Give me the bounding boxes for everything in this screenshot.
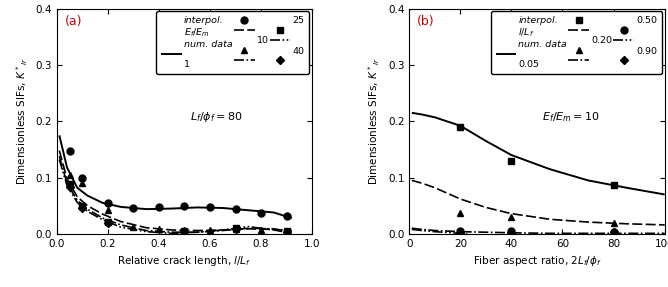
Text: $L_f / \phi_f = 80$: $L_f / \phi_f = 80$ (190, 110, 242, 124)
Legend: interpol., $l/L_f$, num. data, , 0.05, , , 0.20, , , 0.50, , , 0.90, : interpol., $l/L_f$, num. data, , 0.05, ,… (491, 11, 662, 74)
Legend: interpol., $E_f/E_m$, num. data, , 1, , , 10, , , 25, , , 40, : interpol., $E_f/E_m$, num. data, , 1, , … (156, 11, 309, 74)
Text: $E_f / E_m = 10$: $E_f / E_m = 10$ (542, 110, 600, 124)
Y-axis label: Dimensionless SIFs, $K^*$$_{Ir}$: Dimensionless SIFs, $K^*$$_{Ir}$ (367, 57, 382, 185)
Text: (a): (a) (64, 15, 82, 28)
Y-axis label: Dimensionless SIFs, $K^*$$_{Ir}$: Dimensionless SIFs, $K^*$$_{Ir}$ (14, 57, 30, 185)
X-axis label: Fiber aspect ratio, $2L_f/\phi_f$: Fiber aspect ratio, $2L_f/\phi_f$ (472, 254, 601, 268)
Text: (b): (b) (417, 15, 435, 28)
X-axis label: Relative crack length, $l/L_f$: Relative crack length, $l/L_f$ (118, 254, 252, 268)
